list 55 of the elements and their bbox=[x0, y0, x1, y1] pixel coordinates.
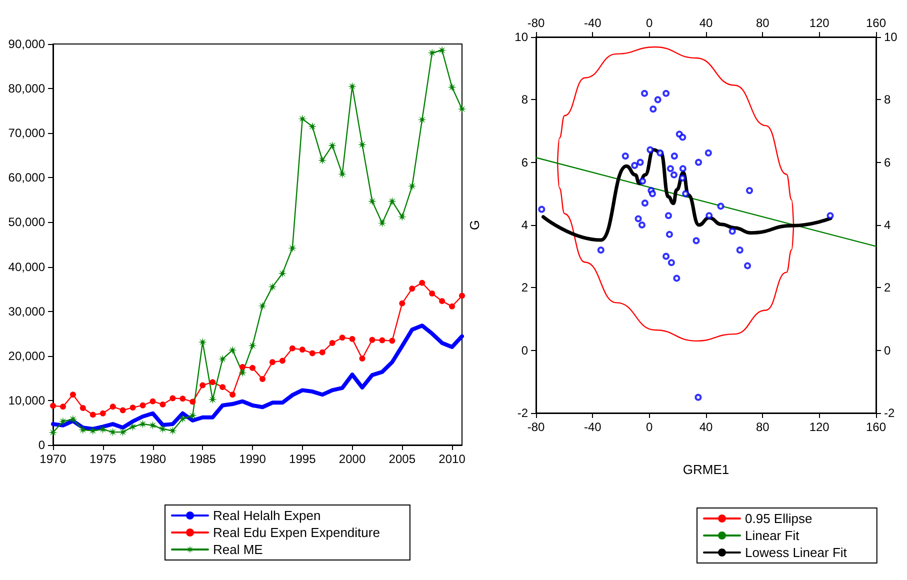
y-tick-label: 70,000 bbox=[8, 126, 46, 140]
x2-tick-label: 40 bbox=[699, 16, 713, 30]
legend-label: Lowess Linear Fit bbox=[745, 545, 848, 560]
y-tick-label: 20,000 bbox=[8, 348, 46, 363]
x2-tick-label: 120 bbox=[809, 16, 830, 30]
y-axis-title: G bbox=[467, 220, 482, 230]
y2-tick-label: 2 bbox=[884, 280, 891, 295]
x-tick-label: 2005 bbox=[388, 452, 416, 466]
x-tick-label: 0 bbox=[646, 420, 653, 434]
x-tick-label: -80 bbox=[527, 420, 545, 434]
y2-tick-label: 8 bbox=[884, 92, 891, 107]
y-tick-label: 40,000 bbox=[8, 260, 46, 274]
legend-label: Real Edu Expen Expenditure bbox=[213, 525, 380, 540]
x-tick-label: 2010 bbox=[438, 452, 466, 466]
x-tick-label: 1990 bbox=[239, 452, 266, 466]
x-tick-label: 1980 bbox=[139, 452, 166, 466]
y-tick-label: 60,000 bbox=[8, 170, 46, 185]
legend-label: Real Helalh Expen bbox=[213, 508, 321, 523]
x-tick-label: 120 bbox=[809, 420, 830, 434]
legend-label: Real ME bbox=[213, 542, 264, 557]
y-tick-label: 10,000 bbox=[8, 393, 46, 408]
y2-tick-label: -2 bbox=[884, 406, 895, 420]
y-tick-label: 2 bbox=[521, 280, 528, 295]
y-tick-label: 6 bbox=[521, 155, 528, 170]
x-tick-label: 1985 bbox=[189, 452, 216, 466]
y2-tick-label: 10 bbox=[884, 30, 898, 44]
x-tick-label: -40 bbox=[584, 420, 602, 434]
y-tick-label: 30,000 bbox=[8, 304, 46, 318]
y2-tick-label: 4 bbox=[884, 218, 891, 232]
y-tick-label: 90,000 bbox=[8, 37, 46, 51]
legend-label: Linear Fit bbox=[745, 528, 800, 543]
x2-tick-label: -40 bbox=[584, 16, 602, 30]
x2-tick-label: 0 bbox=[646, 16, 653, 30]
y-tick-label: 0 bbox=[521, 343, 528, 358]
y-tick-label: -2 bbox=[517, 406, 528, 420]
y2-tick-label: 0 bbox=[884, 343, 891, 358]
x-tick-label: 40 bbox=[699, 420, 713, 434]
x-tick-label: 160 bbox=[866, 420, 886, 434]
y-tick-label: 0 bbox=[38, 438, 46, 452]
y2-tick-label: 6 bbox=[884, 155, 891, 170]
x-tick-label: 1975 bbox=[90, 452, 117, 466]
y-tick-label: 8 bbox=[521, 92, 528, 107]
x2-tick-label: 160 bbox=[866, 16, 886, 30]
x-tick-label: 1970 bbox=[40, 452, 67, 466]
x2-tick-label: 80 bbox=[756, 16, 770, 30]
y-tick-label: 80,000 bbox=[8, 82, 46, 96]
x-axis-title: GRME1 bbox=[682, 462, 730, 477]
y-tick-label: 50,000 bbox=[8, 215, 46, 230]
x-tick-label: 2000 bbox=[338, 452, 366, 466]
y-tick-label: 4 bbox=[521, 218, 528, 232]
x2-tick-label: -80 bbox=[527, 16, 545, 30]
x-tick-label: 80 bbox=[756, 420, 770, 434]
y-tick-label: 10 bbox=[514, 30, 528, 44]
x-tick-label: 1995 bbox=[289, 452, 316, 466]
legend-label: 0.95 Ellipse bbox=[745, 511, 812, 526]
